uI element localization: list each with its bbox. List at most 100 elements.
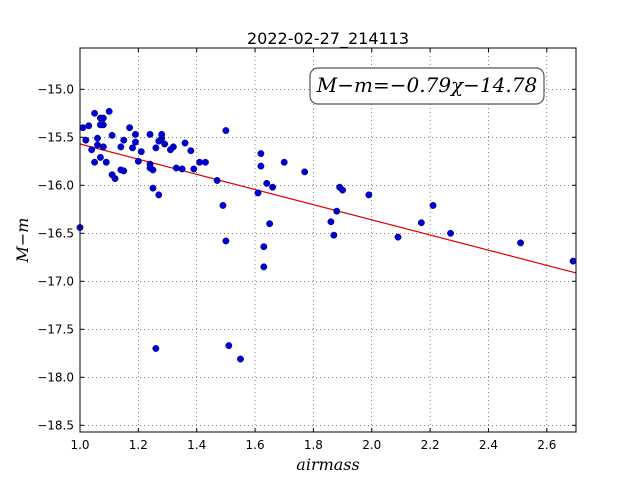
data-point: [429, 201, 437, 209]
data-point: [152, 144, 160, 152]
data-point: [447, 229, 454, 237]
data-point: [161, 140, 169, 148]
x-tick-label: 1.8: [304, 438, 323, 452]
data-point: [152, 345, 160, 352]
data-point: [169, 143, 177, 151]
data-point: [111, 175, 119, 183]
data-point: [222, 127, 230, 135]
data-point: [269, 183, 277, 191]
data-point: [88, 146, 96, 154]
y-tick-label: −15.0: [37, 82, 74, 96]
data-point: [254, 189, 262, 197]
data-points: [76, 107, 577, 363]
plot-frame: [79, 47, 577, 433]
annotation-text: M−m=−0.79χ−14.78: [316, 73, 537, 97]
chart-title: 2022-02-27_214113: [247, 29, 409, 49]
data-point: [85, 122, 93, 130]
data-point: [96, 153, 104, 161]
y-tick-label: −17.0: [37, 274, 74, 288]
data-point: [339, 186, 347, 194]
data-point: [417, 219, 425, 227]
x-tick-label: 1.6: [246, 438, 265, 452]
data-point: [99, 114, 107, 122]
data-point: [146, 130, 154, 138]
data-point: [187, 147, 195, 155]
x-tick-label: 1.0: [70, 438, 89, 452]
y-tick-label: −16.5: [37, 226, 74, 240]
data-point: [94, 141, 101, 149]
y-tick-label: −17.5: [37, 322, 74, 336]
x-tick-label: 2.2: [421, 438, 440, 452]
x-tick-label: 1.2: [129, 438, 148, 452]
data-point: [105, 107, 113, 115]
y-axis-label: M−m: [13, 218, 32, 264]
data-point: [172, 164, 180, 172]
data-point: [117, 143, 125, 151]
data-point: [263, 179, 271, 187]
data-point: [82, 136, 90, 144]
data-point: [178, 165, 186, 173]
data-point: [137, 148, 145, 156]
data-point: [126, 124, 134, 132]
data-point: [99, 143, 107, 151]
x-tick-label: 1.4: [187, 438, 206, 452]
data-point: [120, 167, 128, 175]
data-point: [569, 257, 577, 265]
data-point: [134, 157, 142, 165]
fit-line: [79, 143, 577, 274]
y-tick-label: −18.5: [37, 418, 74, 432]
grid-lines: [79, 48, 576, 432]
x-tick-label: 2.6: [537, 438, 556, 452]
data-point: [280, 158, 288, 166]
annotation-box: [309, 67, 545, 105]
data-point: [120, 136, 128, 144]
data-point: [202, 158, 209, 166]
x-axis-label: airmass: [296, 455, 359, 474]
data-point: [108, 131, 116, 139]
data-point: [225, 342, 233, 350]
data-point: [222, 237, 230, 245]
data-point: [155, 191, 163, 199]
fit-line-group: [79, 143, 577, 274]
data-point: [260, 263, 268, 271]
y-tick-label: −18.0: [37, 370, 74, 384]
data-point: [333, 207, 341, 215]
data-point: [181, 139, 189, 147]
data-point: [330, 231, 338, 239]
data-point: [94, 134, 101, 142]
data-point: [149, 184, 157, 192]
data-point: [91, 158, 99, 166]
data-point: [213, 177, 221, 184]
plot-area: [80, 48, 576, 432]
data-point: [266, 220, 274, 228]
data-point: [219, 201, 227, 209]
data-point: [102, 158, 110, 166]
y-tick-label: −16.0: [37, 178, 74, 192]
data-point: [129, 144, 136, 152]
x-tick-label: 2.0: [362, 438, 381, 452]
fit-annotation: M−m=−0.79χ−14.78: [309, 67, 545, 105]
data-point: [327, 218, 335, 226]
data-point: [196, 158, 204, 166]
y-tick-label: −15.5: [37, 130, 74, 144]
data-point: [257, 150, 265, 158]
x-axis-ticks: 1.0 1.2 1.4 1.6 1.8 2.0 2.2 2.4 2.6: [70, 48, 556, 452]
data-point: [149, 166, 157, 174]
data-point: [365, 191, 373, 199]
data-point: [190, 165, 198, 173]
data-point: [301, 168, 309, 176]
data-point: [517, 239, 525, 247]
data-point: [257, 162, 265, 170]
data-point: [79, 124, 87, 132]
x-tick-label: 2.4: [479, 438, 498, 452]
data-point: [260, 243, 268, 251]
data-point: [91, 109, 99, 117]
y-axis-ticks: −15.0 −15.5 −16.0 −16.5 −17.0 −17.5 −18.0 −18.5: [37, 82, 576, 432]
data-point: [394, 233, 402, 241]
data-point: [158, 130, 166, 138]
data-point: [99, 121, 107, 129]
data-point: [237, 355, 244, 363]
data-point: [131, 138, 139, 146]
data-point: [131, 130, 139, 138]
